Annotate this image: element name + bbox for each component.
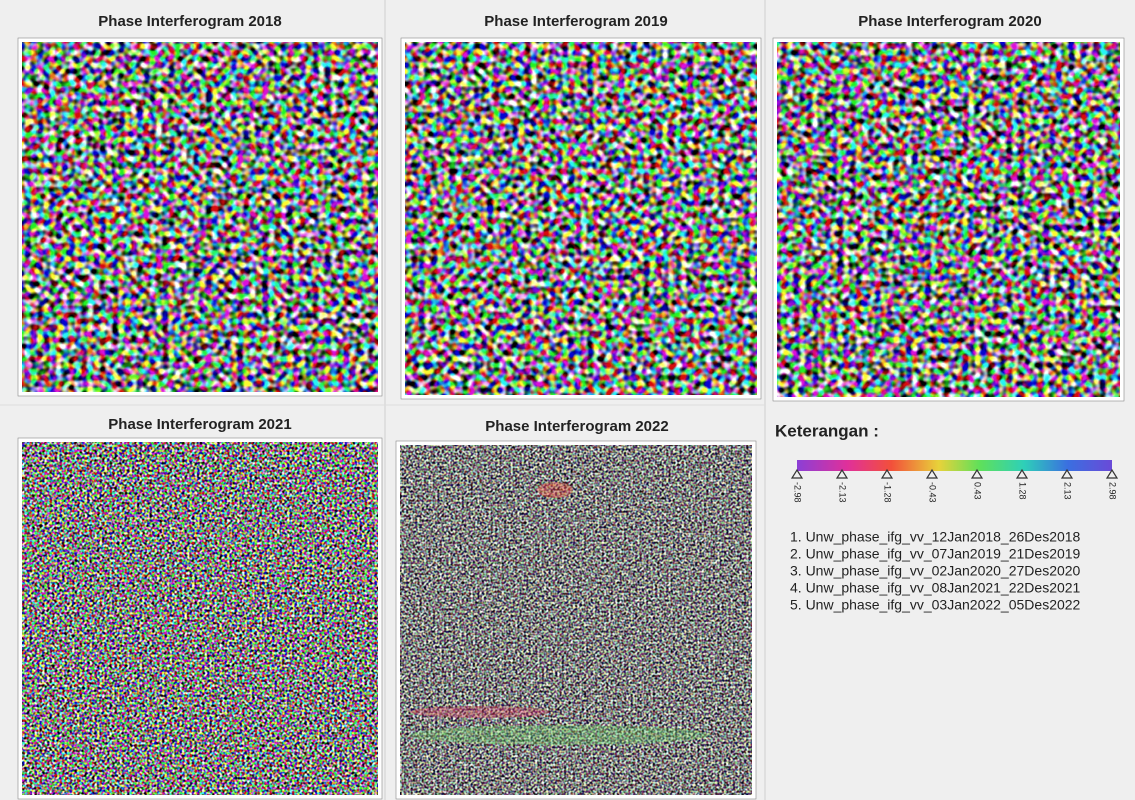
interferogram	[22, 442, 378, 795]
panel-title: Phase Interferogram 2020	[858, 13, 1041, 30]
interferogram	[405, 42, 757, 395]
tick-marker	[927, 470, 937, 478]
tick-marker	[972, 470, 982, 478]
interferogram	[777, 42, 1120, 397]
tick-marker	[792, 470, 802, 478]
feature	[537, 482, 573, 498]
panel-title: Phase Interferogram 2018	[98, 13, 281, 30]
legend-item: 5. Unw_phase_ifg_vv_03Jan2022_05Des2022	[790, 597, 1081, 613]
colorbar-tick-label: -2.98	[793, 482, 803, 503]
colorbar-tick-label: -0.43	[928, 482, 938, 503]
legend-item: 4. Unw_phase_ifg_vv_08Jan2021_22Des2021	[790, 580, 1081, 596]
colorbar-tick-label: 2.98	[1108, 482, 1118, 500]
legend-item: 3. Unw_phase_ifg_vv_02Jan2020_27Des2020	[790, 563, 1081, 579]
panel-title: Phase Interferogram 2021	[108, 416, 291, 433]
panel-title: Phase Interferogram 2019	[484, 13, 667, 30]
page: Keterangan : Phase Interferogram 2018 Pha…	[0, 0, 1135, 800]
tick-marker	[882, 470, 892, 478]
feature	[410, 725, 710, 745]
tick-marker	[1017, 470, 1027, 478]
colorbar-tick-label: -1.28	[883, 482, 893, 503]
colorbar	[797, 460, 1112, 471]
legend-title: Keterangan :	[775, 421, 879, 440]
interferogram	[22, 42, 378, 392]
colorbar-tick-label: -2.13	[838, 482, 848, 503]
figure: Keterangan : Phase Interferogram 2018 Pha…	[0, 0, 1135, 800]
colorbar-tick-label: 2.13	[1063, 482, 1073, 500]
colorbar-tick-label: 1.28	[1018, 482, 1028, 500]
panel-title: Phase Interferogram 2022	[485, 418, 668, 435]
feature	[410, 706, 550, 718]
tick-marker	[837, 470, 847, 478]
tick-marker	[1107, 470, 1117, 478]
tick-marker	[1062, 470, 1072, 478]
legend-item: 1. Unw_phase_ifg_vv_12Jan2018_26Des2018	[790, 529, 1081, 545]
legend-item: 2. Unw_phase_ifg_vv_07Jan2019_21Des2019	[790, 546, 1081, 562]
colorbar-tick-label: 0.43	[973, 482, 983, 500]
